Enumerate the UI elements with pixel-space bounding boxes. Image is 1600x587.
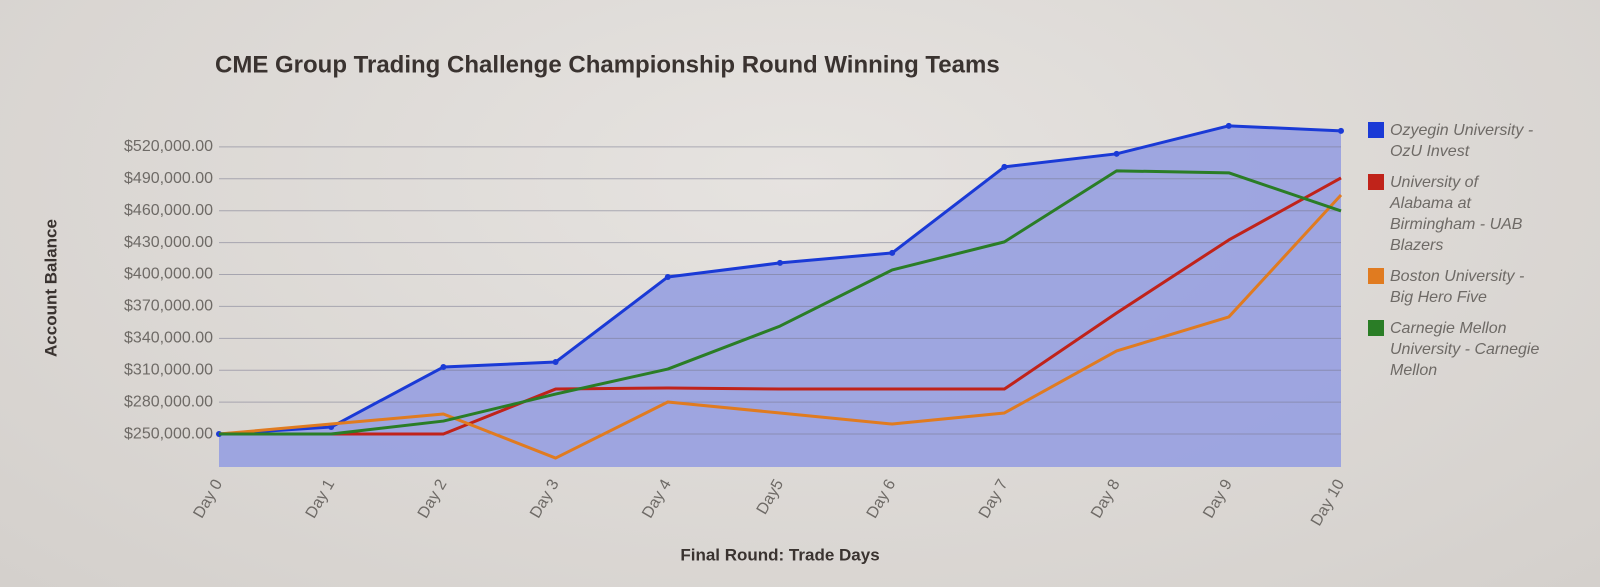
y-tick-label: $490,000.00 [124, 170, 213, 187]
line [219, 169, 1342, 436]
y-tick-label: $400,000.00 [124, 266, 213, 283]
y-tick-label: $520,000.00 [124, 138, 213, 155]
x-tick-label: Day5 [754, 477, 787, 518]
legend-item: University of Alabama at Birmingham - UA… [1368, 172, 1543, 256]
y-tick-label: $280,000.00 [124, 393, 213, 410]
point [552, 359, 559, 366]
legend: Ozyegin University - OzU Invest Universit… [1368, 120, 1543, 381]
legend-swatch [1368, 122, 1384, 138]
y-tick-label: $250,000.00 [124, 425, 213, 442]
legend-label: Carnegie Mellon University - Carnegie Me… [1390, 320, 1540, 379]
legend-swatch [1368, 268, 1384, 284]
y-tick-label: $340,000.00 [124, 330, 213, 347]
x-tick-label: Day 2 [415, 477, 451, 522]
x-tick-label: Day 1 [303, 477, 339, 522]
y-tick-label: $460,000.00 [124, 202, 213, 219]
x-tick-label: Day 8 [1088, 477, 1124, 522]
point [664, 273, 671, 280]
x-tick-label: Day 7 [976, 477, 1012, 522]
legend-item: Boston University - Big Hero Five [1368, 266, 1543, 308]
x-tick-label: Day 6 [864, 477, 900, 522]
y-tick-label: $310,000.00 [124, 361, 213, 378]
point [440, 364, 447, 371]
line [218, 193, 1343, 460]
point [1113, 150, 1120, 157]
y-tick-label: $430,000.00 [124, 234, 213, 251]
x-tick-label: Day 9 [1200, 477, 1236, 522]
legend-item: Carnegie Mellon University - Carnegie Me… [1368, 318, 1543, 381]
point [1338, 127, 1344, 134]
point [889, 249, 896, 256]
chart-title: CME Group Trading Challenge Championship… [215, 51, 1000, 78]
line [219, 176, 1342, 436]
y-tick-label: $370,000.00 [124, 298, 213, 315]
legend-label: Ozyegin University - OzU Invest [1390, 122, 1534, 160]
x-tick-label: Day 0 [190, 477, 226, 522]
point [1225, 122, 1232, 129]
legend-label: University of Alabama at Birmingham - UA… [1390, 174, 1523, 254]
y-axis-title: Account Balance [41, 219, 60, 357]
legend-item: Ozyegin University - OzU Invest [1368, 120, 1543, 162]
point [1001, 163, 1008, 170]
area [219, 125, 1341, 467]
x-axis-title: Final Round: Trade Days [680, 545, 879, 564]
x-tick-label: Day 10 [1308, 477, 1348, 529]
legend-label: Boston University - Big Hero Five [1390, 268, 1525, 306]
point [777, 259, 783, 266]
legend-swatch [1368, 174, 1384, 190]
legend-swatch [1368, 320, 1384, 336]
x-tick-label: Day 4 [639, 477, 675, 522]
x-tick-label: Day 3 [527, 477, 563, 522]
